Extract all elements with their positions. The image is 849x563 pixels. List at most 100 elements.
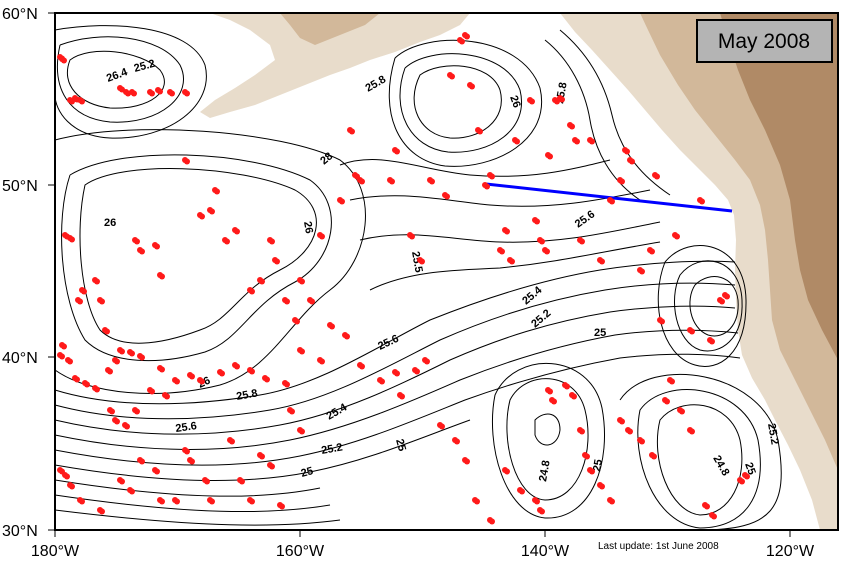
float-marker <box>489 518 495 525</box>
float-marker <box>99 508 105 515</box>
contour-line <box>54 129 366 394</box>
float-marker <box>484 183 490 190</box>
contour-label: 25.5 <box>409 250 425 273</box>
float-marker <box>69 236 75 243</box>
float-marker <box>474 498 480 505</box>
contour-line <box>54 25 207 139</box>
contour-label: 25.2 <box>133 58 157 75</box>
float-marker <box>94 386 100 393</box>
lon-label-160w: 160°W <box>276 543 325 560</box>
float-marker <box>674 233 680 240</box>
float-marker <box>627 428 633 435</box>
float-marker <box>699 198 705 205</box>
contour-line <box>54 479 321 497</box>
contour-line <box>506 378 589 501</box>
float-marker <box>339 198 345 205</box>
contour-line <box>637 389 761 529</box>
float-marker <box>114 358 120 365</box>
contour-label: 25 <box>591 458 605 472</box>
float-marker <box>209 208 215 215</box>
float-marker <box>139 248 145 255</box>
float-marker <box>259 278 265 285</box>
float-marker <box>61 343 67 350</box>
title-box-background <box>696 19 833 63</box>
float-marker <box>394 148 400 155</box>
contour-line <box>54 509 341 526</box>
float-marker <box>689 328 695 335</box>
float-marker <box>104 328 110 335</box>
float-marker <box>459 38 465 45</box>
float-marker <box>249 498 255 505</box>
float-marker <box>529 98 535 105</box>
contour-line <box>413 65 502 139</box>
float-marker <box>649 248 655 255</box>
float-marker <box>174 498 180 505</box>
contour-label: 25 <box>393 438 408 453</box>
float-marker <box>651 453 657 460</box>
float-marker <box>414 368 420 375</box>
float-marker <box>359 178 365 185</box>
contour-line <box>54 305 736 435</box>
contour-line <box>534 413 561 446</box>
contour-label: 25 <box>300 465 315 480</box>
float-marker <box>249 288 255 295</box>
float-marker <box>299 428 305 435</box>
float-marker <box>559 96 565 103</box>
float-marker <box>279 503 285 510</box>
float-marker <box>149 388 155 395</box>
float-marker <box>569 123 575 130</box>
land-alaska <box>200 13 470 118</box>
float-marker <box>359 363 365 370</box>
float-marker <box>574 138 580 145</box>
float-marker <box>74 376 80 383</box>
float-marker <box>264 376 270 383</box>
float-marker <box>599 483 605 490</box>
float-marker <box>124 423 130 430</box>
float-marker <box>299 278 305 285</box>
float-marker <box>204 478 210 485</box>
float-marker <box>299 348 305 355</box>
contour-label: 26 <box>104 217 116 229</box>
float-marker <box>679 408 685 415</box>
float-marker <box>224 238 230 245</box>
float-marker <box>69 483 75 490</box>
float-marker <box>654 173 660 180</box>
float-marker <box>134 408 140 415</box>
float-marker <box>319 233 325 240</box>
float-marker <box>84 381 90 388</box>
float-marker <box>454 438 460 445</box>
float-marker <box>429 178 435 185</box>
float-marker <box>61 57 67 64</box>
float-marker <box>539 508 545 515</box>
float-marker <box>439 423 445 430</box>
float-marker <box>744 473 750 480</box>
float-marker <box>504 468 510 475</box>
float-marker <box>464 33 470 40</box>
float-marker <box>639 268 645 275</box>
float-marker <box>599 258 605 265</box>
float-marker <box>249 368 255 375</box>
float-marker <box>619 178 625 185</box>
float-marker <box>724 293 730 300</box>
float-marker <box>274 258 280 265</box>
float-marker <box>389 178 395 185</box>
float-marker <box>284 381 290 388</box>
land-alaska-ridge <box>280 13 380 45</box>
float-marker <box>419 258 425 265</box>
float-marker <box>619 418 625 425</box>
float-marker <box>109 408 115 415</box>
lon-label-140w: 140°W <box>521 543 570 560</box>
float-marker <box>294 318 300 325</box>
float-marker <box>664 398 670 405</box>
float-marker <box>184 448 190 455</box>
map-title: May 2008 <box>718 30 810 53</box>
float-marker <box>544 248 550 255</box>
float-marker <box>189 458 195 465</box>
float-marker <box>157 88 163 95</box>
float-marker <box>169 90 175 97</box>
contour-line <box>673 260 743 352</box>
float-marker <box>514 138 520 145</box>
float-marker <box>709 338 715 345</box>
float-marker <box>119 348 125 355</box>
